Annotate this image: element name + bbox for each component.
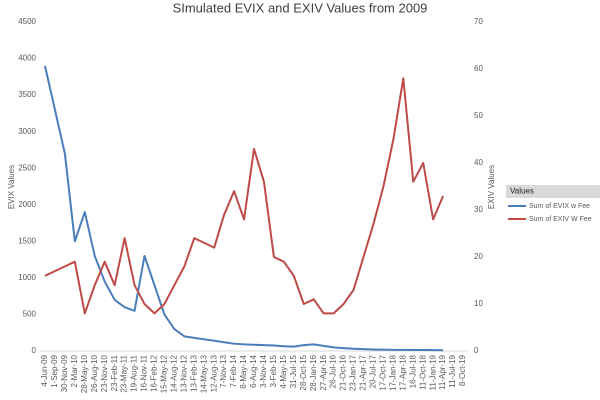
y-tick-label: 2000 (18, 200, 36, 209)
x-tick-label: 23-May-11 (120, 354, 129, 392)
x-tick-label: 16-Jul-18 (408, 354, 417, 388)
x-tick-label: 23-Nov-10 (100, 354, 109, 392)
legend-label: Sum of EVIX w Fee (529, 203, 590, 210)
x-tick-label: 31-Jul-15 (289, 354, 298, 388)
legend-label: Sum of EXIV W Fee (529, 216, 592, 223)
x-tick-label: 3-Nov-14 (259, 354, 268, 387)
x-tick-label: 26-Jul-16 (329, 354, 338, 388)
y-axis-title: EVIX Values (7, 165, 16, 209)
x-tick-label: 14-Aug-12 (169, 354, 178, 392)
y-tick-label: 500 (23, 310, 37, 319)
x-tick-label: 8-Oct-19 (458, 354, 467, 386)
chart-title: SImulated EVIX and EXIV Values from 2009 (173, 0, 428, 15)
x-tick-label: 17-Oct-17 (379, 354, 388, 390)
x-tick-label: 11-Apr-19 (438, 354, 447, 390)
y2-tick-label: 70 (474, 17, 483, 26)
y2-axis-title: EXIV Values (487, 165, 496, 209)
x-tick-label: 2-Mar-10 (70, 354, 79, 387)
y2-tick-label: 60 (474, 64, 483, 73)
x-tick-label: 16-Nov-11 (140, 354, 149, 391)
y-tick-label: 4500 (18, 17, 36, 26)
x-tick-label: 12-Aug-13 (209, 354, 218, 392)
y2-tick-label: 10 (474, 299, 483, 308)
x-tick-label: 28-May-10 (80, 354, 89, 393)
x-tick-label: 4-Jun-09 (40, 354, 49, 386)
y-tick-label: 4000 (18, 54, 36, 63)
x-tick-label: 8-May-14 (239, 354, 248, 388)
x-tick-label: 23-Jan-17 (349, 354, 358, 391)
y-tick-label: 3500 (18, 90, 36, 99)
x-tick-label: 16-Feb-12 (150, 354, 159, 391)
legend-title: Values (510, 187, 534, 196)
x-tick-label: 23-Feb-11 (110, 354, 119, 391)
x-tick-label: 6-Aug-14 (249, 354, 258, 387)
y-tick-label: 3000 (18, 127, 36, 136)
y-tick-label: 0 (32, 346, 37, 355)
x-tick-label: 7-Nov-13 (219, 354, 228, 387)
x-tick-label: 3-Feb-15 (269, 354, 278, 387)
x-tick-label: 14-May-13 (199, 354, 208, 393)
y2-tick-label: 40 (474, 158, 483, 167)
series-line (44, 77, 445, 315)
x-tick-label: 7-Feb-14 (229, 354, 238, 387)
x-tick-label: 17-Apr-18 (398, 354, 407, 390)
y-tick-label: 1500 (18, 236, 36, 245)
x-tick-label: 20-Jul-17 (369, 354, 378, 388)
y2-tick-label: 50 (474, 111, 483, 120)
series-line (44, 65, 444, 352)
y2-tick-label: 30 (474, 205, 483, 214)
x-tick-label: 21-Oct-16 (339, 354, 348, 390)
x-tick-label: 11-Jul-19 (448, 354, 457, 387)
y-tick-label: 2500 (18, 163, 36, 172)
x-tick-label: 1-Sep-09 (50, 354, 59, 387)
x-tick-label: 19-Aug-11 (130, 354, 139, 391)
x-tick-label: 11-Oct-18 (418, 354, 427, 390)
x-tick-label: 13-Feb-13 (189, 354, 198, 391)
x-tick-label: 13-Nov-12 (179, 354, 188, 392)
legend-header (506, 185, 600, 198)
x-tick-label: 28-Jan-16 (309, 354, 318, 391)
x-tick-label: 15-May-12 (160, 354, 169, 393)
x-tick-label: 28-Oct-15 (299, 354, 308, 390)
x-tick-label: 4-May-15 (279, 354, 288, 388)
x-tick-label: 26-Aug-10 (90, 354, 99, 392)
y-tick-label: 1000 (18, 273, 36, 282)
x-tick-label: 17-Jan-18 (388, 354, 397, 391)
x-tick-label: 30-Nov-09 (60, 354, 69, 392)
y2-tick-label: 20 (474, 252, 483, 261)
x-tick-label: 11-Jan-19 (428, 354, 437, 390)
y2-tick-label: 0 (474, 346, 479, 355)
x-tick-label: 27-Apr-16 (319, 354, 328, 390)
x-tick-label: 21-Apr-17 (359, 354, 368, 390)
